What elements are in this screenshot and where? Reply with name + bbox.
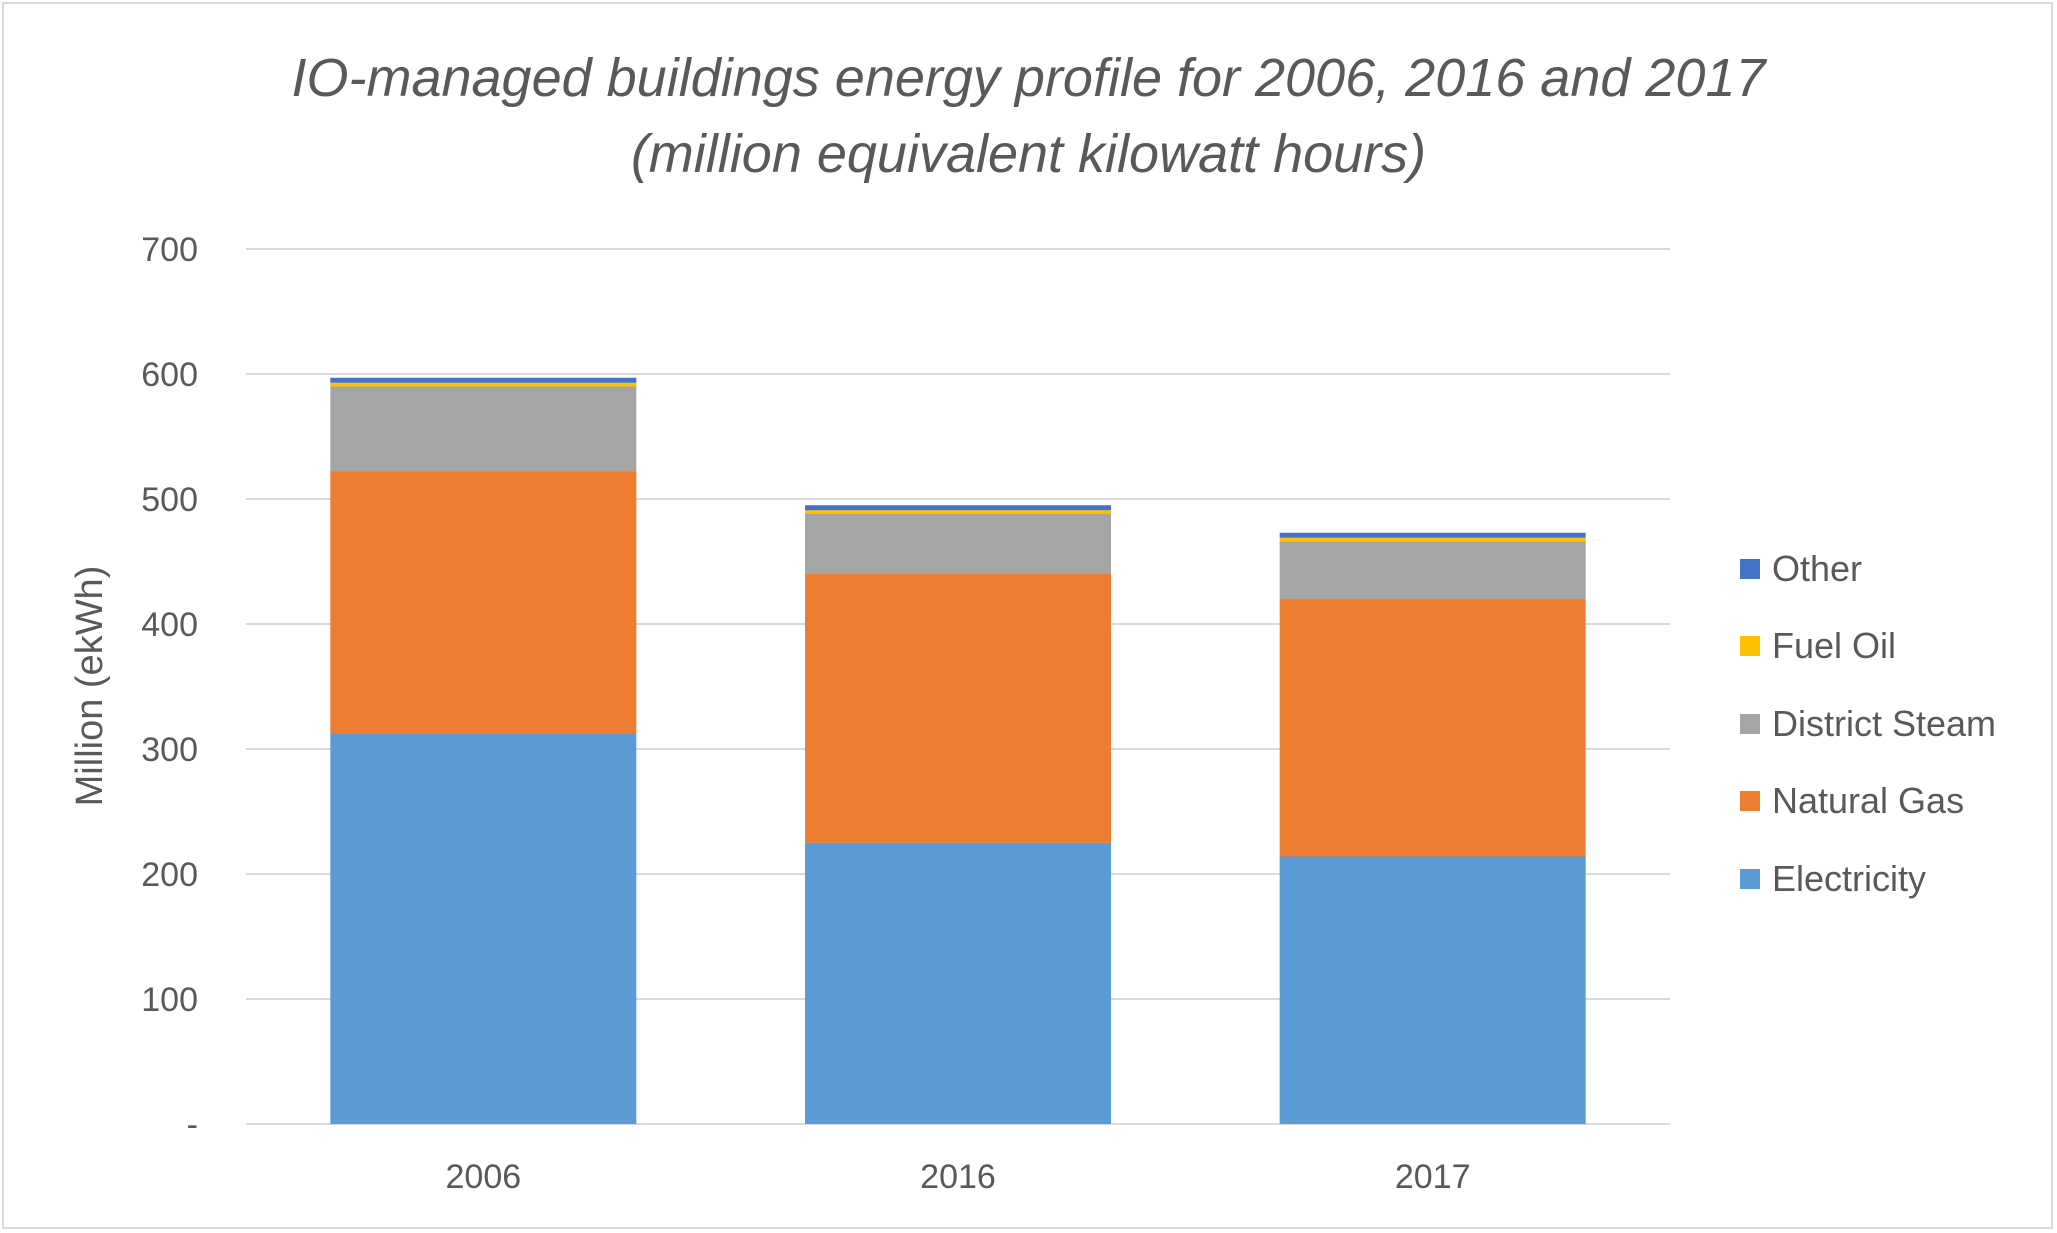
bar-district-steam-2017	[1279, 541, 1586, 599]
legend-label: District Steam	[1772, 702, 1997, 744]
y-tick-label: 100	[141, 981, 198, 1019]
y-tick-label: 700	[141, 231, 198, 269]
legend-item-natural-gas: Natural Gas	[1740, 763, 1996, 841]
legend-item-electricity: Electricity	[1740, 840, 1996, 918]
legend-swatch	[1740, 713, 1760, 734]
bar-district-steam-2006	[330, 386, 637, 472]
legend-label: Electricity	[1772, 857, 1927, 899]
legend-swatch	[1740, 558, 1760, 579]
legend-item-fuel-oil: Fuel Oil	[1740, 608, 1996, 686]
legend-label: Other	[1772, 547, 1863, 589]
legend-swatch	[1740, 636, 1760, 657]
bar-fuel-oil-2016	[805, 510, 1111, 514]
bar-electricity-2016	[805, 842, 1111, 1124]
y-tick-label: 500	[141, 481, 198, 519]
legend-swatch	[1740, 868, 1760, 889]
bar-other-2017	[1279, 532, 1586, 538]
bar-fuel-oil-2006	[330, 382, 637, 387]
y-axis-title: Million (ekWh)	[69, 566, 111, 807]
bar-natural-gas-2016	[805, 574, 1111, 843]
chart-title-line-1: IO-managed buildings energy profile for …	[291, 48, 1766, 108]
x-tick-label: 2006	[446, 1158, 522, 1196]
y-tick-label: 200	[141, 856, 198, 894]
bar-electricity-2017	[1279, 856, 1586, 1124]
bar-other-2006	[330, 377, 637, 383]
legend-item-district-steam: District Steam	[1740, 685, 1996, 763]
y-tick-label: -	[187, 1106, 198, 1144]
bar-district-steam-2016	[805, 514, 1111, 574]
chart-title-line-2: (million equivalent kilowatt hours)	[630, 124, 1427, 184]
chart-title: IO-managed buildings energy profile for …	[0, 40, 2057, 192]
legend-label: Natural Gas	[1772, 780, 1965, 822]
x-tick-label: 2016	[920, 1158, 996, 1196]
bar-natural-gas-2017	[1279, 599, 1586, 857]
legend-swatch	[1740, 791, 1760, 812]
legend-item-other: Other	[1740, 530, 1996, 608]
y-tick-label: 300	[141, 731, 198, 769]
bar-natural-gas-2006	[330, 471, 637, 734]
bar-other-2016	[805, 505, 1111, 511]
bar-electricity-2006	[330, 734, 637, 1124]
x-tick-label: 2017	[1395, 1158, 1471, 1196]
y-tick-label: 600	[141, 356, 198, 394]
y-tick-label: 400	[141, 606, 198, 644]
chart-legend: Other Fuel Oil District Steam Natural Gas El…	[1740, 530, 1996, 918]
bar-fuel-oil-2017	[1279, 537, 1586, 542]
legend-label: Fuel Oil	[1772, 625, 1897, 667]
